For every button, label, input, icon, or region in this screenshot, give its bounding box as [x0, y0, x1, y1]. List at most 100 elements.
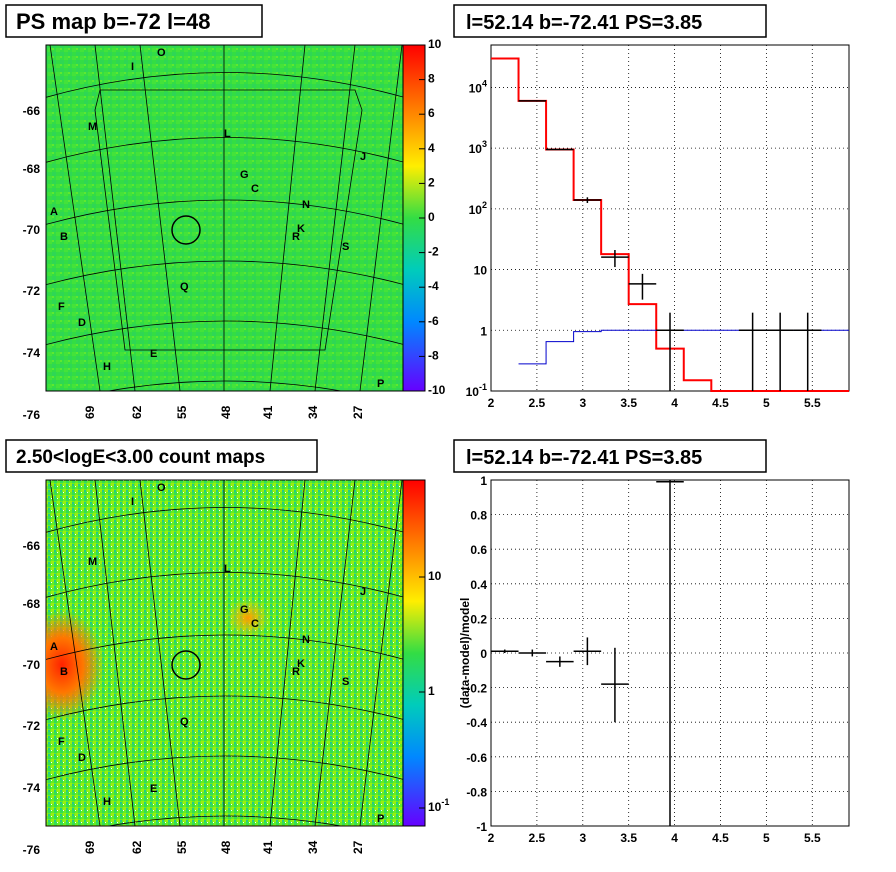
y-tick-label: -0.6 — [466, 751, 487, 765]
x-tick-label: 69 — [83, 405, 97, 419]
count-map-grid — [46, 480, 403, 826]
x-tick-label: 34 — [306, 405, 320, 419]
x-tick-label: 41 — [261, 405, 275, 419]
colorbar-tick-label: 8 — [428, 72, 435, 86]
x-tick-label: 5 — [763, 396, 770, 410]
source-label-r: R — [292, 231, 300, 243]
x-tick-label: 27 — [351, 405, 365, 419]
residual-title: l=52.14 b=-72.41 PS=3.85 — [466, 447, 702, 469]
spectrum-title-box — [453, 4, 767, 38]
colorbar-tick-label: -8 — [428, 348, 439, 362]
source-label-f: F — [58, 736, 65, 748]
source-label-j: J — [360, 586, 366, 598]
x-tick-label: 27 — [351, 840, 365, 854]
x-tick-label: 48 — [219, 840, 233, 854]
colorbar-tick-label: -2 — [428, 245, 439, 259]
y-tick-label: -74 — [23, 781, 41, 795]
x-tick-label: 5.5 — [804, 396, 821, 410]
x-tick-label: 4 — [671, 396, 678, 410]
x-tick-label: 2.5 — [529, 831, 546, 845]
source-label-h: H — [103, 361, 111, 373]
y-tick-label: 1 — [480, 324, 487, 338]
y-tick-label: 10-1 — [466, 382, 487, 399]
y-tick-label: -76 — [23, 843, 41, 857]
y-tick-label: -68 — [23, 597, 41, 611]
source-label-s: S — [342, 676, 349, 688]
residual-x-ticks: 2 2.5 3 3.5 4 4.5 5 5.5 — [488, 831, 821, 845]
residual-y-ticks: 1 0.8 0.6 0.4 0.2 0 -0.2 -0.4 -0.6 -0.8 -1 — [466, 474, 487, 834]
x-tick-label: 62 — [130, 840, 144, 854]
x-tick-label: 41 — [261, 840, 275, 854]
colorbar-tick-label: 10 — [428, 37, 442, 51]
x-tick-label: 5 — [763, 831, 770, 845]
ps-map-x-ticks: 69 62 55 48 41 34 27 — [83, 405, 365, 419]
x-tick-label: 4.5 — [712, 396, 729, 410]
ps-colorbar-ticks: 10 8 6 4 2 0 -2 -4 -6 -8 -10 — [419, 37, 446, 397]
ps-map-source-labels: O I M L J GC N A KR B S Q F D E H P — [50, 47, 384, 390]
y-tick-label: -76 — [23, 408, 41, 422]
x-tick-label: 55 — [175, 405, 189, 419]
residual-grid — [490, 479, 849, 827]
residual-panel: l=52.14 b=-72.41 PS=3.85 2 2.5 3 3.5 4 4.5 5 5.… — [453, 439, 850, 845]
count-map-title-box — [5, 439, 318, 473]
source-label-r: R — [292, 666, 300, 678]
y-tick-label: -0.8 — [466, 785, 487, 799]
x-tick-label: 4 — [671, 831, 678, 845]
source-label-s: S — [342, 241, 349, 253]
y-tick-label: 0.6 — [470, 543, 487, 557]
colorbar-tick-label: 2 — [428, 175, 435, 189]
source-label-l: L — [224, 563, 231, 575]
source-label-d: D — [78, 317, 86, 329]
count-map-x-ticks: 69 62 55 48 41 34 27 — [83, 840, 365, 854]
ps-map-grid — [46, 45, 403, 391]
residual-marks — [491, 480, 684, 826]
colorbar-tick-label: -4 — [428, 279, 439, 293]
y-tick-label: -72 — [23, 719, 41, 733]
y-tick-label: -68 — [23, 162, 41, 176]
y-tick-label: -72 — [23, 284, 41, 298]
spectrum-marks — [491, 57, 849, 392]
source-label-k: K — [297, 223, 305, 235]
x-tick-label: 5.5 — [804, 831, 821, 845]
source-label-k: K — [297, 658, 305, 670]
source-label-a: A — [50, 206, 58, 218]
colorbar-tick-label: 6 — [428, 106, 435, 120]
source-label-c: C — [251, 183, 259, 195]
count-target-circle — [171, 650, 201, 680]
y-tick-label: -70 — [23, 223, 41, 237]
residual-y-axis-label: (data-model)/model — [458, 598, 472, 709]
ps-map-title-box — [5, 4, 263, 38]
x-tick-label: 48 — [219, 405, 233, 419]
model-step-line — [491, 57, 849, 392]
x-tick-label: 3 — [579, 831, 586, 845]
x-tick-label: 4.5 — [712, 831, 729, 845]
colorbar-tick-label: -6 — [428, 314, 439, 328]
y-tick-label: -0.2 — [466, 682, 487, 696]
y-tick-label: -70 — [23, 658, 41, 672]
source-label-b: B — [60, 231, 68, 243]
count-map-panel: 2.50<logE<3.00 count maps O I M L J — [5, 439, 449, 857]
source-label-n: N — [302, 199, 310, 211]
x-tick-label: 2 — [488, 831, 495, 845]
x-tick-label: 2 — [488, 396, 495, 410]
colorbar-tick-label: 10 — [428, 569, 442, 583]
x-tick-label: 62 — [130, 405, 144, 419]
source-label-c: C — [251, 618, 259, 630]
y-tick-label: 0 — [480, 647, 487, 661]
source-label-a: A — [50, 641, 58, 653]
source-label-q: Q — [180, 716, 189, 728]
count-map-image — [45, 479, 404, 827]
ps-map-title: PS map b=-72 l=48 — [16, 9, 210, 34]
hotspot-g — [226, 598, 270, 638]
source-label-h: H — [103, 796, 111, 808]
source-label-f: F — [58, 301, 65, 313]
spectrum-title: l=52.14 b=-72.41 PS=3.85 — [466, 12, 702, 34]
count-map-y-ticks: -66 -68 -70 -72 -74 -76 — [23, 539, 41, 857]
ps-map-panel: PS map b=-72 l=48 O I M L J GC N A KR B S Q F D E H P 10… — [5, 4, 446, 422]
y-tick-label: 1 — [480, 474, 487, 488]
y-tick-label: -66 — [23, 539, 41, 553]
hotspot-a — [46, 610, 104, 720]
x-tick-label: 69 — [83, 840, 97, 854]
count-colorbar — [402, 479, 426, 827]
